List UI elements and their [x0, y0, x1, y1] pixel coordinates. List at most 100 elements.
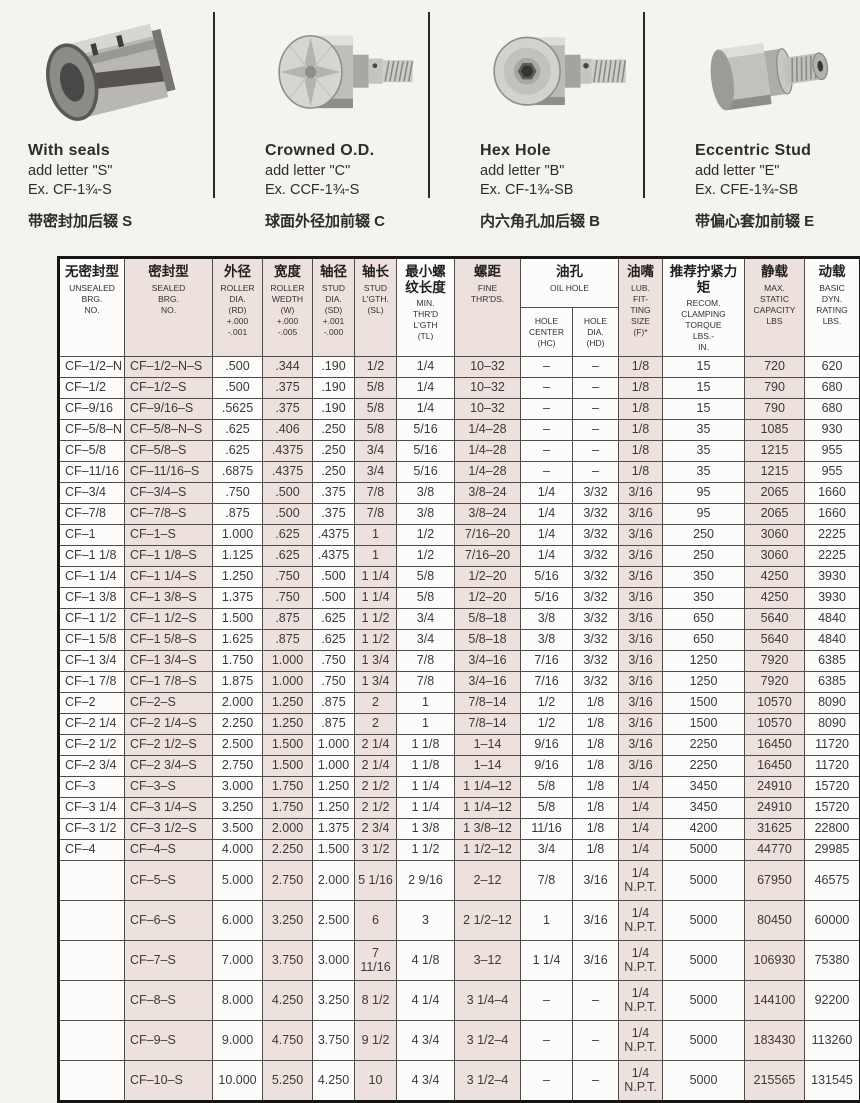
- cell-stud_lgth: 1 1/4: [355, 588, 397, 609]
- cell-hole_center: 1: [521, 901, 573, 941]
- cell-stud_dia: .4375: [313, 525, 355, 546]
- header-en-line: BRG.: [126, 294, 211, 305]
- cell-torque: 1500: [663, 693, 745, 714]
- cell-fine_thrds: 7/8–14: [455, 714, 521, 735]
- cell-stud_lgth: 5/8: [355, 420, 397, 441]
- cell-roller_dia: .750: [213, 483, 263, 504]
- cell-min_thrd: 1 1/4: [397, 798, 455, 819]
- cell-unsealed: CF–3 1/2: [59, 819, 125, 840]
- cell-static: 106930: [745, 941, 805, 981]
- cell-roller_width: .750: [263, 567, 313, 588]
- cell-hole_dia: 3/32: [573, 483, 619, 504]
- header-en-line: L'GTH.: [356, 294, 395, 305]
- cell-stud_dia: .875: [313, 693, 355, 714]
- with-seals-image: [28, 10, 207, 134]
- cell-hole_center: 3/8: [521, 609, 573, 630]
- cell-dyn: 3930: [805, 567, 860, 588]
- crowned-od-illustration: [265, 10, 422, 134]
- cell-roller_dia: 2.000: [213, 693, 263, 714]
- cell-fine_thrds: 1/4–28: [455, 420, 521, 441]
- product-letter-note: add letter "C": [265, 163, 422, 179]
- cell-lub_fitting: 1/8: [619, 462, 663, 483]
- cell-min_thrd: 1 1/2: [397, 840, 455, 861]
- cell-hole_center: –: [521, 378, 573, 399]
- cell-roller_dia: 1.500: [213, 609, 263, 630]
- cell-fine_thrds: 1/2–20: [455, 588, 521, 609]
- cell-unsealed: CF–1/2: [59, 378, 125, 399]
- cell-stud_lgth: 5 1/16: [355, 861, 397, 901]
- cell-fine_thrds: 7/16–20: [455, 546, 521, 567]
- cell-roller_width: .625: [263, 546, 313, 567]
- cell-fine_thrds: 3 1/2–4: [455, 1061, 521, 1102]
- cell-stud_dia: .750: [313, 651, 355, 672]
- cell-sealed: CF–1/2–N–S: [125, 357, 213, 378]
- cell-dyn: 22800: [805, 819, 860, 840]
- cell-sealed: CF–6–S: [125, 901, 213, 941]
- cell-stud_lgth: 1 3/4: [355, 672, 397, 693]
- cell-stud_dia: .4375: [313, 546, 355, 567]
- cell-roller_width: .750: [263, 588, 313, 609]
- cell-dyn: 113260: [805, 1021, 860, 1061]
- cell-hole_dia: –: [573, 441, 619, 462]
- cell-hole_dia: –: [573, 462, 619, 483]
- cell-stud_dia: .875: [313, 714, 355, 735]
- cell-min_thrd: 1 1/4: [397, 777, 455, 798]
- cell-lub_fitting: 3/16: [619, 756, 663, 777]
- header-en-line: IN.: [664, 342, 743, 353]
- cell-roller_dia: 6.000: [213, 901, 263, 941]
- cell-lub_fitting: 1/4 N.P.T.: [619, 1061, 663, 1102]
- cell-stud_lgth: 1 1/2: [355, 630, 397, 651]
- cell-dyn: 680: [805, 399, 860, 420]
- cell-stud_lgth: 1/2: [355, 357, 397, 378]
- cell-fine_thrds: 5/8–18: [455, 609, 521, 630]
- cell-static: 3060: [745, 525, 805, 546]
- cell-sealed: CF–9/16–S: [125, 399, 213, 420]
- cell-lub_fitting: 3/16: [619, 546, 663, 567]
- header-en-line: L'GTH: [398, 320, 453, 331]
- cell-fine_thrds: 1/2–20: [455, 567, 521, 588]
- cell-min_thrd: 5/8: [397, 588, 455, 609]
- cell-unsealed: CF–1 1/4: [59, 567, 125, 588]
- cell-roller_width: 2.000: [263, 819, 313, 840]
- cell-dyn: 3930: [805, 588, 860, 609]
- cell-fine_thrds: 3/8–24: [455, 483, 521, 504]
- cell-dyn: 4840: [805, 609, 860, 630]
- cell-lub_fitting: 1/8: [619, 399, 663, 420]
- cell-unsealed: CF–4: [59, 840, 125, 861]
- cell-static: 24910: [745, 798, 805, 819]
- cell-static: 16450: [745, 756, 805, 777]
- cell-fine_thrds: 5/8–18: [455, 630, 521, 651]
- header-en-line: LBS.: [806, 316, 858, 327]
- product-types-section: With seals add letter "S" Ex. CF-1¾-S 带密…: [0, 0, 860, 252]
- header-en-line: NO.: [126, 305, 211, 316]
- cell-unsealed: [59, 901, 125, 941]
- cell-stud_lgth: 6: [355, 901, 397, 941]
- header-zh: 动载: [806, 264, 858, 280]
- cell-dyn: 2225: [805, 546, 860, 567]
- cell-stud_dia: 3.000: [313, 941, 355, 981]
- product-title: Hex Hole: [480, 142, 637, 160]
- cell-lub_fitting: 3/16: [619, 567, 663, 588]
- cell-hole_center: 1 1/4: [521, 941, 573, 981]
- cell-stud_lgth: 7 11/16: [355, 941, 397, 981]
- cell-hole_dia: 1/8: [573, 714, 619, 735]
- cell-min_thrd: 1/2: [397, 525, 455, 546]
- cell-min_thrd: 7/8: [397, 651, 455, 672]
- cell-min_thrd: 1: [397, 693, 455, 714]
- cell-fine_thrds: 3 1/2–4: [455, 1021, 521, 1061]
- cell-roller_width: .4375: [263, 462, 313, 483]
